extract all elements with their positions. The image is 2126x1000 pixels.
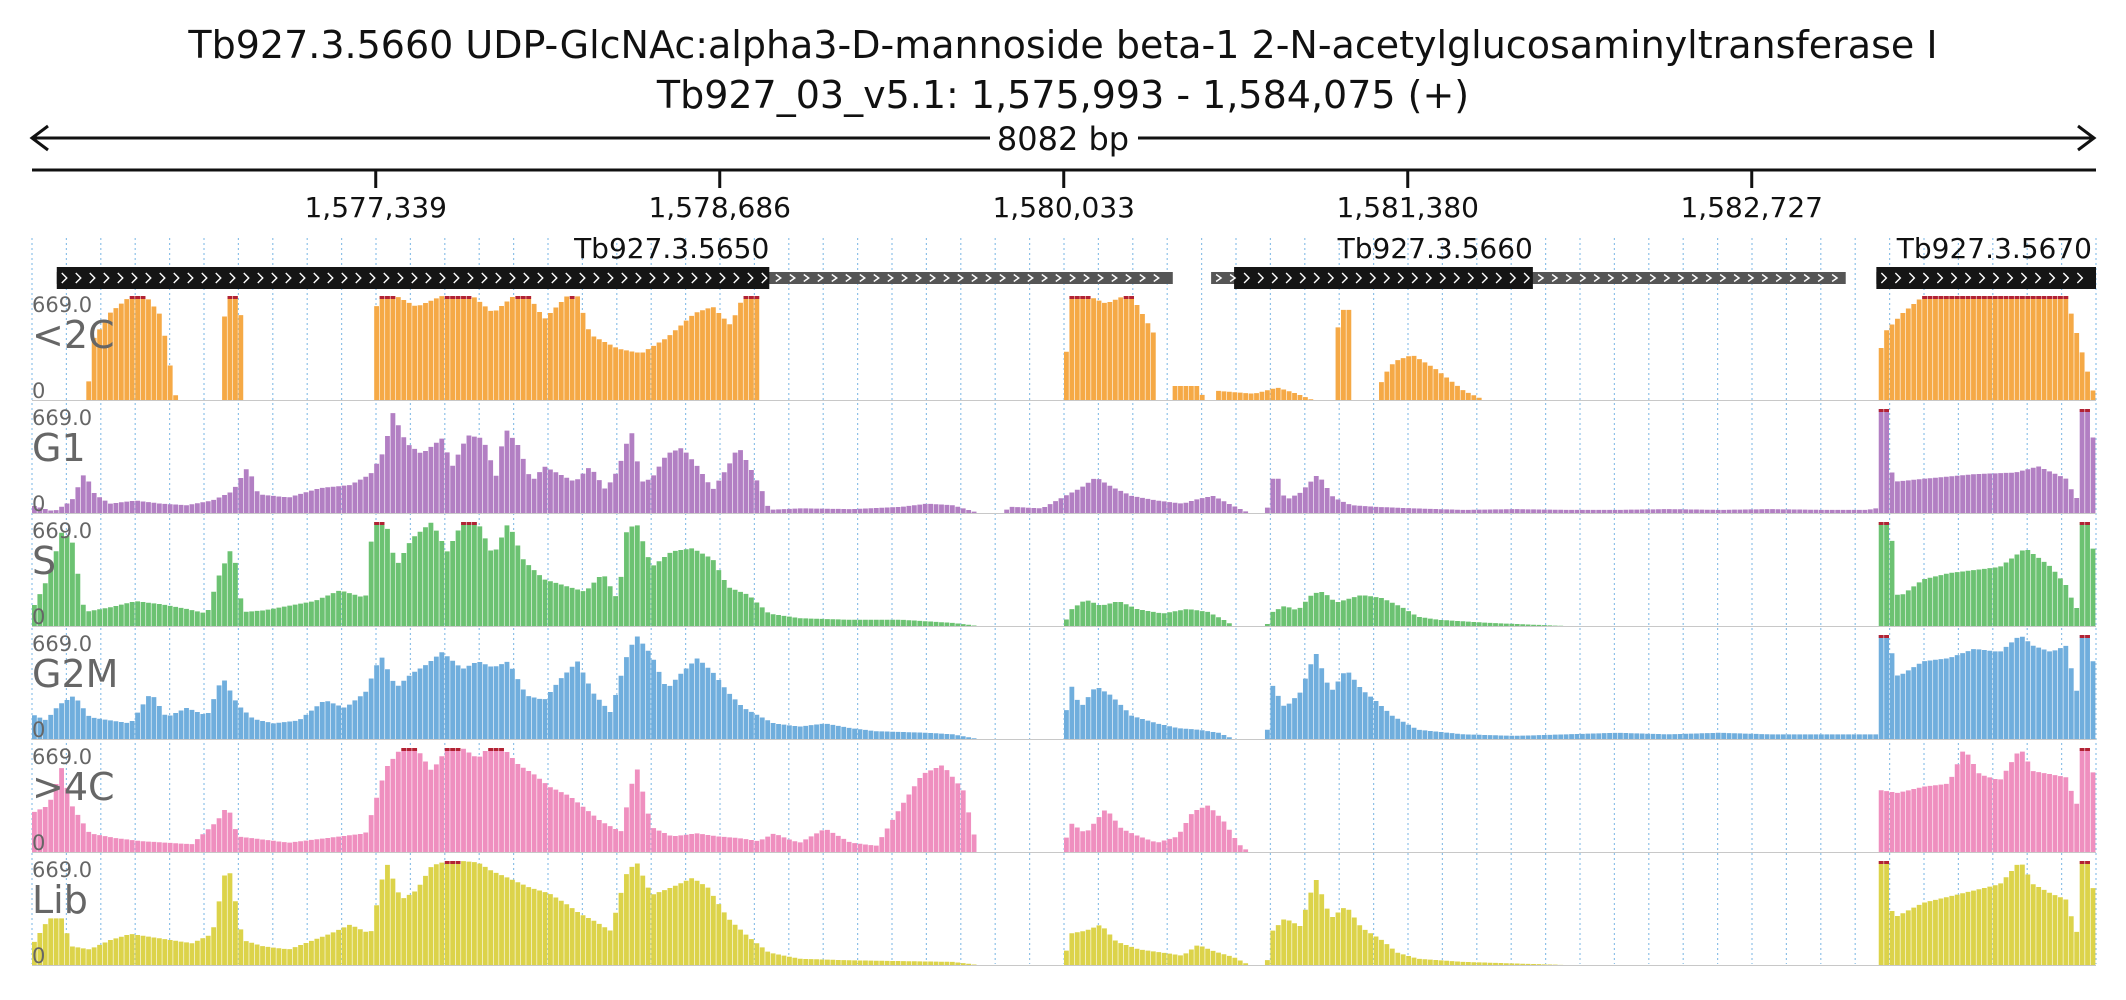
- coverage-track: 669.0<2C 0: [32, 293, 2096, 403]
- gene-cds-bar: [1234, 267, 1533, 289]
- span-ruler: 8082 bp: [29, 120, 2097, 158]
- track-ymax-label: 669.0: [32, 406, 92, 430]
- gene-model[interactable]: Tb927.3.5660: [1211, 232, 1846, 289]
- coverage-area: [86, 296, 2096, 400]
- gene-title: Tb927.3.5660 UDP-GlcNAc:alpha3-D-mannosi…: [187, 23, 1937, 67]
- track-ymin-label: 0: [32, 492, 45, 516]
- clip-marker: [401, 748, 2090, 751]
- track-ymax-label: 669.0: [32, 519, 92, 543]
- gene-cds-bar: [56, 267, 770, 289]
- track-ymin-label: 0: [32, 379, 45, 403]
- tick-label: 1,581,380: [1336, 191, 1479, 224]
- coverage-track: 669.0S 0: [32, 519, 2096, 629]
- tick-label: 1,577,339: [304, 191, 447, 224]
- clip-marker: [374, 522, 2090, 525]
- track-name: <2C: [32, 313, 115, 357]
- coordinate-ticks: 1,577,339 1,578,686 1,580,033 1,581,380 1,58…: [304, 170, 1823, 224]
- coverage-track: 669.0>4C 0: [32, 745, 2096, 855]
- gene-label: Tb927.3.5670: [1896, 232, 2092, 265]
- track-name: G1: [32, 426, 86, 470]
- coverage-tracks: 669.0<2C0669.0G10669.0S0669.0G2M0669.0>4…: [32, 293, 2096, 968]
- track-ymin-label: 0: [32, 718, 45, 742]
- strand-arrow-icon: [1215, 272, 1839, 284]
- track-name: >4C: [32, 765, 115, 809]
- tick-label: 1,582,727: [1680, 191, 1823, 224]
- gene-model[interactable]: Tb927.3.5670: [1876, 232, 2096, 289]
- track-name: Lib: [32, 878, 88, 922]
- coverage-track: 669.0G1 0: [32, 406, 2096, 516]
- strand-arrow-icon: [61, 272, 1160, 284]
- left-arrowhead-icon: [29, 124, 49, 152]
- gene-track: Tb927.3.5650 Tb927.3.5660 Tb927.3.5670: [56, 232, 2096, 289]
- track-ymax-label: 669.0: [32, 858, 92, 882]
- gene-cds-bar: [1876, 267, 2096, 289]
- tick-label: 1,580,033: [992, 191, 1135, 224]
- gene-model[interactable]: Tb927.3.5650: [56, 232, 1173, 289]
- track-ymax-label: 669.0: [32, 745, 92, 769]
- track-ymin-label: 0: [32, 605, 45, 629]
- clip-marker: [1878, 635, 2090, 638]
- span-label: 8082 bp: [997, 120, 1129, 158]
- gene-label: Tb927.3.5660: [1337, 232, 1533, 265]
- track-name: G2M: [32, 652, 118, 696]
- tick-label: 1,578,686: [648, 191, 791, 224]
- genomic-location: Tb927_03_v5.1: 1,575,993 - 1,584,075 (+): [656, 73, 1469, 117]
- clip-marker: [444, 861, 2090, 864]
- clip-marker: [129, 296, 2069, 299]
- track-name: S: [32, 539, 56, 583]
- track-ymin-label: 0: [32, 944, 45, 968]
- right-arrowhead-icon: [2077, 124, 2097, 152]
- strand-arrow-icon: [1880, 272, 2084, 284]
- track-ymax-label: 669.0: [32, 293, 92, 317]
- gene-label: Tb927.3.5650: [573, 232, 769, 265]
- track-ymin-label: 0: [32, 831, 45, 855]
- clip-marker: [1878, 409, 2090, 412]
- track-ymax-label: 669.0: [32, 632, 92, 656]
